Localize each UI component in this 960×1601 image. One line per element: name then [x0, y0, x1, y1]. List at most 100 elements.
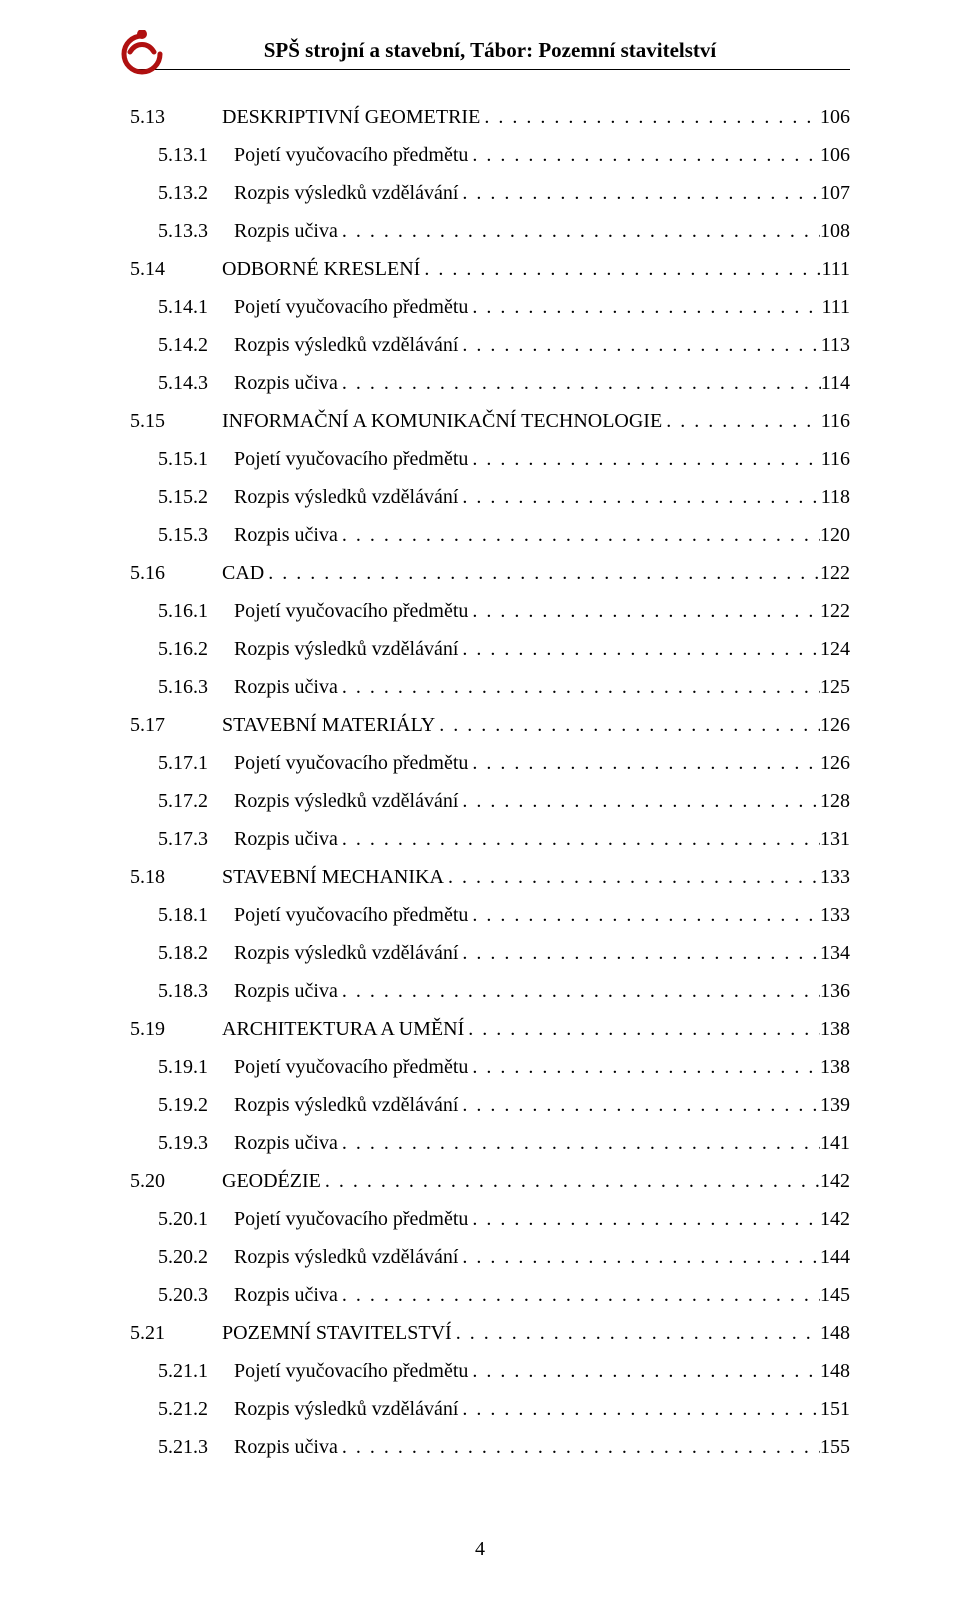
toc-entry-page: 134	[820, 934, 850, 972]
toc-entry-leader: . . . . . . . . . . . . . . . . . . . . …	[338, 1124, 820, 1162]
toc-entry[interactable]: 5.17.3Rozpis učiva. . . . . . . . . . . …	[130, 820, 850, 858]
toc-entry[interactable]: 5.15.1Pojetí vyučovacího předmětu. . . .…	[130, 440, 850, 478]
school-logo-icon	[112, 30, 174, 92]
toc-entry-number: 5.21.2	[158, 1390, 216, 1428]
toc-entry[interactable]: 5.13.2Rozpis výsledků vzdělávání. . . . …	[130, 174, 850, 212]
toc-entry[interactable]: 5.13.3Rozpis učiva. . . . . . . . . . . …	[130, 212, 850, 250]
toc-entry[interactable]: 5.19.3Rozpis učiva. . . . . . . . . . . …	[130, 1124, 850, 1162]
toc-entry[interactable]: 5.17STAVEBNÍ MATERIÁLY. . . . . . . . . …	[130, 706, 850, 744]
toc-entry-number: 5.16	[130, 554, 186, 592]
toc-entry-number: 5.18	[130, 858, 186, 896]
toc-entry-leader: . . . . . . . . . . . . . . . . . . . . …	[468, 1352, 820, 1390]
toc-entry-leader: . . . . . . . . . . . . . . . . . . . . …	[468, 1200, 820, 1238]
toc-entry[interactable]: 5.15.2Rozpis výsledků vzdělávání. . . . …	[130, 478, 850, 516]
toc-entry-page: 133	[820, 896, 850, 934]
toc-entry-number: 5.21.3	[158, 1428, 216, 1466]
toc-entry[interactable]: 5.19ARCHITEKTURA A UMĚNÍ. . . . . . . . …	[130, 1010, 850, 1048]
toc-entry-leader: . . . . . . . . . . . . . . . . . . . . …	[458, 630, 820, 668]
toc-entry-page: 116	[821, 402, 850, 440]
toc-entry-leader: . . . . . . . . . . . . . . . . . . . . …	[458, 1238, 820, 1276]
toc-entry[interactable]: 5.15INFORMAČNÍ A KOMUNIKAČNÍ TECHNOLOGIE…	[130, 402, 850, 440]
toc-entry-number: 5.14.3	[158, 364, 216, 402]
toc-entry-page: 107	[820, 174, 850, 212]
toc-entry[interactable]: 5.16 CAD. . . . . . . . . . . . . . . . .…	[130, 554, 850, 592]
toc-entry[interactable]: 5.13.1Pojetí vyučovacího předmětu. . . .…	[130, 136, 850, 174]
toc-entry-label: Pojetí vyučovacího předmětu	[234, 896, 468, 934]
toc-entry-label: Rozpis výsledků vzdělávání	[234, 326, 458, 364]
toc-entry-leader: . . . . . . . . . . . . . . . . . . . . …	[468, 136, 820, 174]
toc-entry[interactable]: 5.18.1Pojetí vyučovacího předmětu. . . .…	[130, 896, 850, 934]
toc-entry[interactable]: 5.21POZEMNÍ STAVITELSTVÍ. . . . . . . . …	[130, 1314, 850, 1352]
toc-entry-number: 5.19.2	[158, 1086, 216, 1124]
toc-entry-page: 145	[820, 1276, 850, 1314]
toc-entry[interactable]: 5.19.2Rozpis výsledků vzdělávání. . . . …	[130, 1086, 850, 1124]
toc-entry-leader: . . . . . . . . . . . . . . . . . . . . …	[338, 212, 820, 250]
toc-entry[interactable]: 5.17.2Rozpis výsledků vzdělávání. . . . …	[130, 782, 850, 820]
toc-entry[interactable]: 5.20.3Rozpis učiva. . . . . . . . . . . …	[130, 1276, 850, 1314]
toc-entry[interactable]: 5.16.3Rozpis učiva. . . . . . . . . . . …	[130, 668, 850, 706]
toc-entry-leader: . . . . . . . . . . . . . . . . . . . . …	[338, 1428, 820, 1466]
toc-entry[interactable]: 5.19.1Pojetí vyučovacího předmětu. . . .…	[130, 1048, 850, 1086]
toc-entry-number: 5.17.1	[158, 744, 216, 782]
toc-entry-leader: . . . . . . . . . . . . . . . . . . . . …	[458, 326, 820, 364]
toc-entry-page: 125	[820, 668, 850, 706]
toc-entry-number: 5.14	[130, 250, 186, 288]
toc-entry[interactable]: 5.13DESKRIPTIVNÍ GEOMETRIE. . . . . . . …	[130, 98, 850, 136]
toc-entry[interactable]: 5.16.2Rozpis výsledků vzdělávání. . . . …	[130, 630, 850, 668]
toc-entry[interactable]: 5.21.1Pojetí vyučovacího předmětu. . . .…	[130, 1352, 850, 1390]
toc-entry-number: 5.17	[130, 706, 186, 744]
toc-entry-label: Pojetí vyučovacího předmětu	[234, 288, 468, 326]
toc-entry-number: 5.17.3	[158, 820, 216, 858]
toc-entry-leader: . . . . . . . . . . . . . . . . . . . . …	[264, 554, 820, 592]
toc-entry[interactable]: 5.20.1Pojetí vyučovacího předmětu. . . .…	[130, 1200, 850, 1238]
toc-entry-number: 5.14.1	[158, 288, 216, 326]
toc-entry-label: Rozpis učiva	[234, 364, 338, 402]
toc-entry[interactable]: 5.15.3Rozpis učiva. . . . . . . . . . . …	[130, 516, 850, 554]
toc-entry[interactable]: 5.17.1Pojetí vyučovacího předmětu. . . .…	[130, 744, 850, 782]
toc-entry-number: 5.16.1	[158, 592, 216, 630]
toc-entry[interactable]: 5.14ODBORNÉ KRESLENÍ. . . . . . . . . . …	[130, 250, 850, 288]
toc-entry-leader: . . . . . . . . . . . . . . . . . . . . …	[338, 1276, 820, 1314]
toc-entry[interactable]: 5.20GEODÉZIE. . . . . . . . . . . . . . …	[130, 1162, 850, 1200]
toc-entry[interactable]: 5.18.3Rozpis učiva. . . . . . . . . . . …	[130, 972, 850, 1010]
page-header: SPŠ strojní a stavební, Tábor: Pozemní s…	[130, 38, 850, 70]
toc-entry-number: 5.15.1	[158, 440, 216, 478]
toc-entry-leader: . . . . . . . . . . . . . . . . . . . . …	[480, 98, 820, 136]
toc-entry-page: 124	[820, 630, 850, 668]
toc-entry[interactable]: 5.21.3 Rozpis učiva. . . . . . . . . . . …	[130, 1428, 850, 1466]
toc-entry[interactable]: 5.20.2Rozpis výsledků vzdělávání. . . . …	[130, 1238, 850, 1276]
toc-entry-number: 5.21	[130, 1314, 186, 1352]
toc-entry-label: Rozpis výsledků vzdělávání	[234, 782, 458, 820]
toc-entry-page: 116	[821, 440, 850, 478]
toc-entry-leader: . . . . . . . . . . . . . . . . . . . . …	[338, 668, 820, 706]
toc-entry-page: 151	[820, 1390, 850, 1428]
toc-entry-number: 5.18.3	[158, 972, 216, 1010]
toc-entry-page: 128	[820, 782, 850, 820]
toc-entry-page: 131	[820, 820, 850, 858]
toc-entry[interactable]: 5.18.2Rozpis výsledků vzdělávání. . . . …	[130, 934, 850, 972]
toc-entry-label: Rozpis výsledků vzdělávání	[234, 1086, 458, 1124]
toc-entry-label: ODBORNÉ KRESLENÍ	[222, 250, 420, 288]
toc-entry-label: CAD	[222, 554, 264, 592]
toc-entry[interactable]: 5.14.3 Rozpis učiva. . . . . . . . . . . …	[130, 364, 850, 402]
toc-entry-label: STAVEBNÍ MATERIÁLY	[222, 706, 435, 744]
toc-entry-label: Rozpis učiva	[234, 1428, 338, 1466]
toc-entry-leader: . . . . . . . . . . . . . . . . . . . . …	[452, 1314, 820, 1352]
toc-entry-number: 5.15.3	[158, 516, 216, 554]
toc-entry-page: 155	[820, 1428, 850, 1466]
toc-entry-label: ARCHITEKTURA A UMĚNÍ	[222, 1010, 464, 1048]
toc-entry[interactable]: 5.16.1Pojetí vyučovacího předmětu. . . .…	[130, 592, 850, 630]
toc-entry-leader: . . . . . . . . . . . . . . . . . . . . …	[458, 478, 820, 516]
toc-entry-leader: . . . . . . . . . . . . . . . . . . . . …	[338, 364, 821, 402]
toc-entry-number: 5.20.3	[158, 1276, 216, 1314]
toc-entry-label: Rozpis výsledků vzdělávání	[234, 934, 458, 972]
toc-entry[interactable]: 5.18STAVEBNÍ MECHANIKA. . . . . . . . . …	[130, 858, 850, 896]
toc-entry-label: Pojetí vyučovacího předmětu	[234, 1352, 468, 1390]
toc-entry[interactable]: 5.14.2Rozpis výsledků vzdělávání. . . . …	[130, 326, 850, 364]
toc-entry-label: Pojetí vyučovacího předmětu	[234, 1200, 468, 1238]
toc-entry-number: 5.16.2	[158, 630, 216, 668]
toc-entry[interactable]: 5.21.2Rozpis výsledků vzdělávání. . . . …	[130, 1390, 850, 1428]
toc-entry-leader: . . . . . . . . . . . . . . . . . . . . …	[458, 782, 820, 820]
toc-entry-page: 118	[821, 478, 850, 516]
toc-entry[interactable]: 5.14.1Pojetí vyučovacího předmětu. . . .…	[130, 288, 850, 326]
